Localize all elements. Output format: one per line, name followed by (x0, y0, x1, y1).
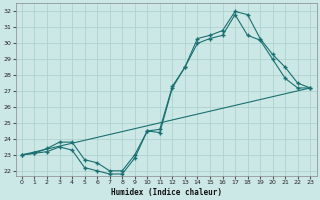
X-axis label: Humidex (Indice chaleur): Humidex (Indice chaleur) (111, 188, 221, 197)
